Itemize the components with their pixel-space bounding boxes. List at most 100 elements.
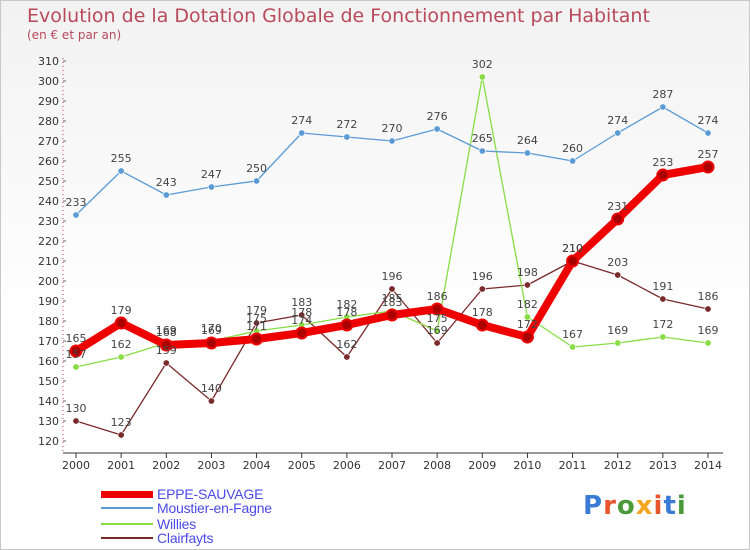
data-point-willies <box>478 73 486 81</box>
data-label-eppe-sauvage: 169 <box>201 324 222 337</box>
data-point-clairfayts <box>614 271 622 279</box>
data-point-moustier-en-fagne <box>659 103 667 111</box>
data-label-willies: 185 <box>382 292 403 305</box>
data-label-moustier-en-fagne: 287 <box>652 88 673 101</box>
chart-title: Evolution de la Dotation Globale de Fonc… <box>27 5 650 27</box>
x-tick-label: 2011 <box>559 459 587 472</box>
data-label-moustier-en-fagne: 270 <box>382 122 403 135</box>
data-label-moustier-en-fagne: 247 <box>201 168 222 181</box>
data-point-eppe-sauvage <box>430 302 444 316</box>
data-label-eppe-sauvage: 165 <box>66 332 87 345</box>
data-point-clairfayts <box>117 431 125 439</box>
data-point-moustier-en-fagne <box>614 129 622 137</box>
x-tick-label: 2005 <box>288 459 316 472</box>
legend-swatch-moustier-en-fagne <box>101 507 153 509</box>
data-point-moustier-en-fagne <box>478 147 486 155</box>
data-label-willies: 302 <box>472 58 493 71</box>
axes: 120 130 140 150 160 170 180 190 200 210 220 230 240 2… <box>38 55 723 472</box>
data-point-moustier-en-fagne <box>433 125 441 133</box>
legend-swatch-willies <box>101 523 153 525</box>
y-tick-label: 240 <box>38 195 59 208</box>
data-label-eppe-sauvage: 183 <box>382 296 403 309</box>
data-point-eppe-sauvage <box>340 318 354 332</box>
data-label-clairfayts: 183 <box>291 296 312 309</box>
data-label-eppe-sauvage: 174 <box>291 314 312 327</box>
data-label-willies: 170 <box>201 322 222 335</box>
data-point-moustier-en-fagne <box>72 211 80 219</box>
data-label-clairfayts: 196 <box>472 270 493 283</box>
x-tick-label: 2012 <box>604 459 632 472</box>
data-point-clairfayts <box>704 305 712 313</box>
logo-letter: o <box>616 491 636 521</box>
y-tick-label: 280 <box>38 115 59 128</box>
data-label-eppe-sauvage: 210 <box>562 242 583 255</box>
data-label-clairfayts: 162 <box>336 338 357 351</box>
data-point-clairfayts <box>433 339 441 347</box>
logo-letter: r <box>603 491 617 521</box>
logo-letter: t <box>663 491 677 521</box>
y-tick-label: 310 <box>38 55 59 68</box>
data-label-willies: 169 <box>156 324 177 337</box>
data-point-eppe-sauvage <box>204 336 218 350</box>
data-point-moustier-en-fagne <box>388 137 396 145</box>
data-label-clairfayts: 196 <box>382 270 403 283</box>
chart-subtitle: (en € et par an) <box>27 28 122 42</box>
data-label-eppe-sauvage: 231 <box>607 200 628 213</box>
data-label-willies: 172 <box>652 318 673 331</box>
data-point-clairfayts <box>388 285 396 293</box>
legend-swatch-clairfayts <box>101 537 153 539</box>
y-tick-label: 290 <box>38 95 59 108</box>
data-label-eppe-sauvage: 171 <box>246 320 267 333</box>
data-label-willies: 175 <box>427 312 448 325</box>
data-label-eppe-sauvage: 257 <box>698 148 719 161</box>
data-point-eppe-sauvage <box>475 318 489 332</box>
logo-letter: i <box>653 491 664 521</box>
data-label-willies: 182 <box>336 298 357 311</box>
data-label-clairfayts: 191 <box>652 280 673 293</box>
x-tick-label: 2013 <box>649 459 677 472</box>
data-label-clairfayts: 130 <box>66 402 87 415</box>
legend-label-willies: Willies <box>157 516 197 532</box>
data-label-moustier-en-fagne: 264 <box>517 134 538 147</box>
data-point-moustier-en-fagne <box>523 149 531 157</box>
data-label-willies: 182 <box>517 298 538 311</box>
data-point-willies <box>659 333 667 341</box>
data-point-clairfayts <box>253 319 261 327</box>
x-tick-label: 2003 <box>197 459 225 472</box>
data-label-clairfayts: 169 <box>427 324 448 337</box>
x-tick-label: 2004 <box>243 459 271 472</box>
data-point-eppe-sauvage <box>656 168 670 182</box>
y-tick-label: 200 <box>38 275 59 288</box>
data-point-eppe-sauvage <box>295 326 309 340</box>
y-tick-label: 230 <box>38 215 59 228</box>
data-point-clairfayts <box>343 353 351 361</box>
data-label-moustier-en-fagne: 243 <box>156 176 177 189</box>
data-point-willies <box>704 339 712 347</box>
data-point-willies <box>569 343 577 351</box>
data-label-moustier-en-fagne: 255 <box>111 152 132 165</box>
data-label-willies: 157 <box>66 348 87 361</box>
data-point-clairfayts <box>162 359 170 367</box>
data-point-eppe-sauvage <box>701 160 715 174</box>
data-point-willies <box>523 313 531 321</box>
legend-label-eppe-sauvage: EPPE-SAUVAGE <box>157 486 264 502</box>
data-point-moustier-en-fagne <box>117 167 125 175</box>
data-label-moustier-en-fagne: 274 <box>291 114 312 127</box>
data-point-clairfayts <box>523 281 531 289</box>
data-point-eppe-sauvage <box>114 316 128 330</box>
data-point-clairfayts <box>478 285 486 293</box>
data-point-moustier-en-fagne <box>569 157 577 165</box>
y-tick-label: 250 <box>38 175 59 188</box>
data-label-moustier-en-fagne: 274 <box>607 114 628 127</box>
data-point-willies <box>117 353 125 361</box>
legend-label-clairfayts: Clairfayts <box>157 530 214 546</box>
data-label-moustier-en-fagne: 274 <box>698 114 719 127</box>
data-point-moustier-en-fagne <box>298 129 306 137</box>
proxiti-logo: Proxiti <box>583 491 687 521</box>
x-tick-label: 2006 <box>333 459 361 472</box>
data-label-willies: 178 <box>291 306 312 319</box>
y-tick-label: 140 <box>38 395 59 408</box>
data-point-moustier-en-fagne <box>162 191 170 199</box>
